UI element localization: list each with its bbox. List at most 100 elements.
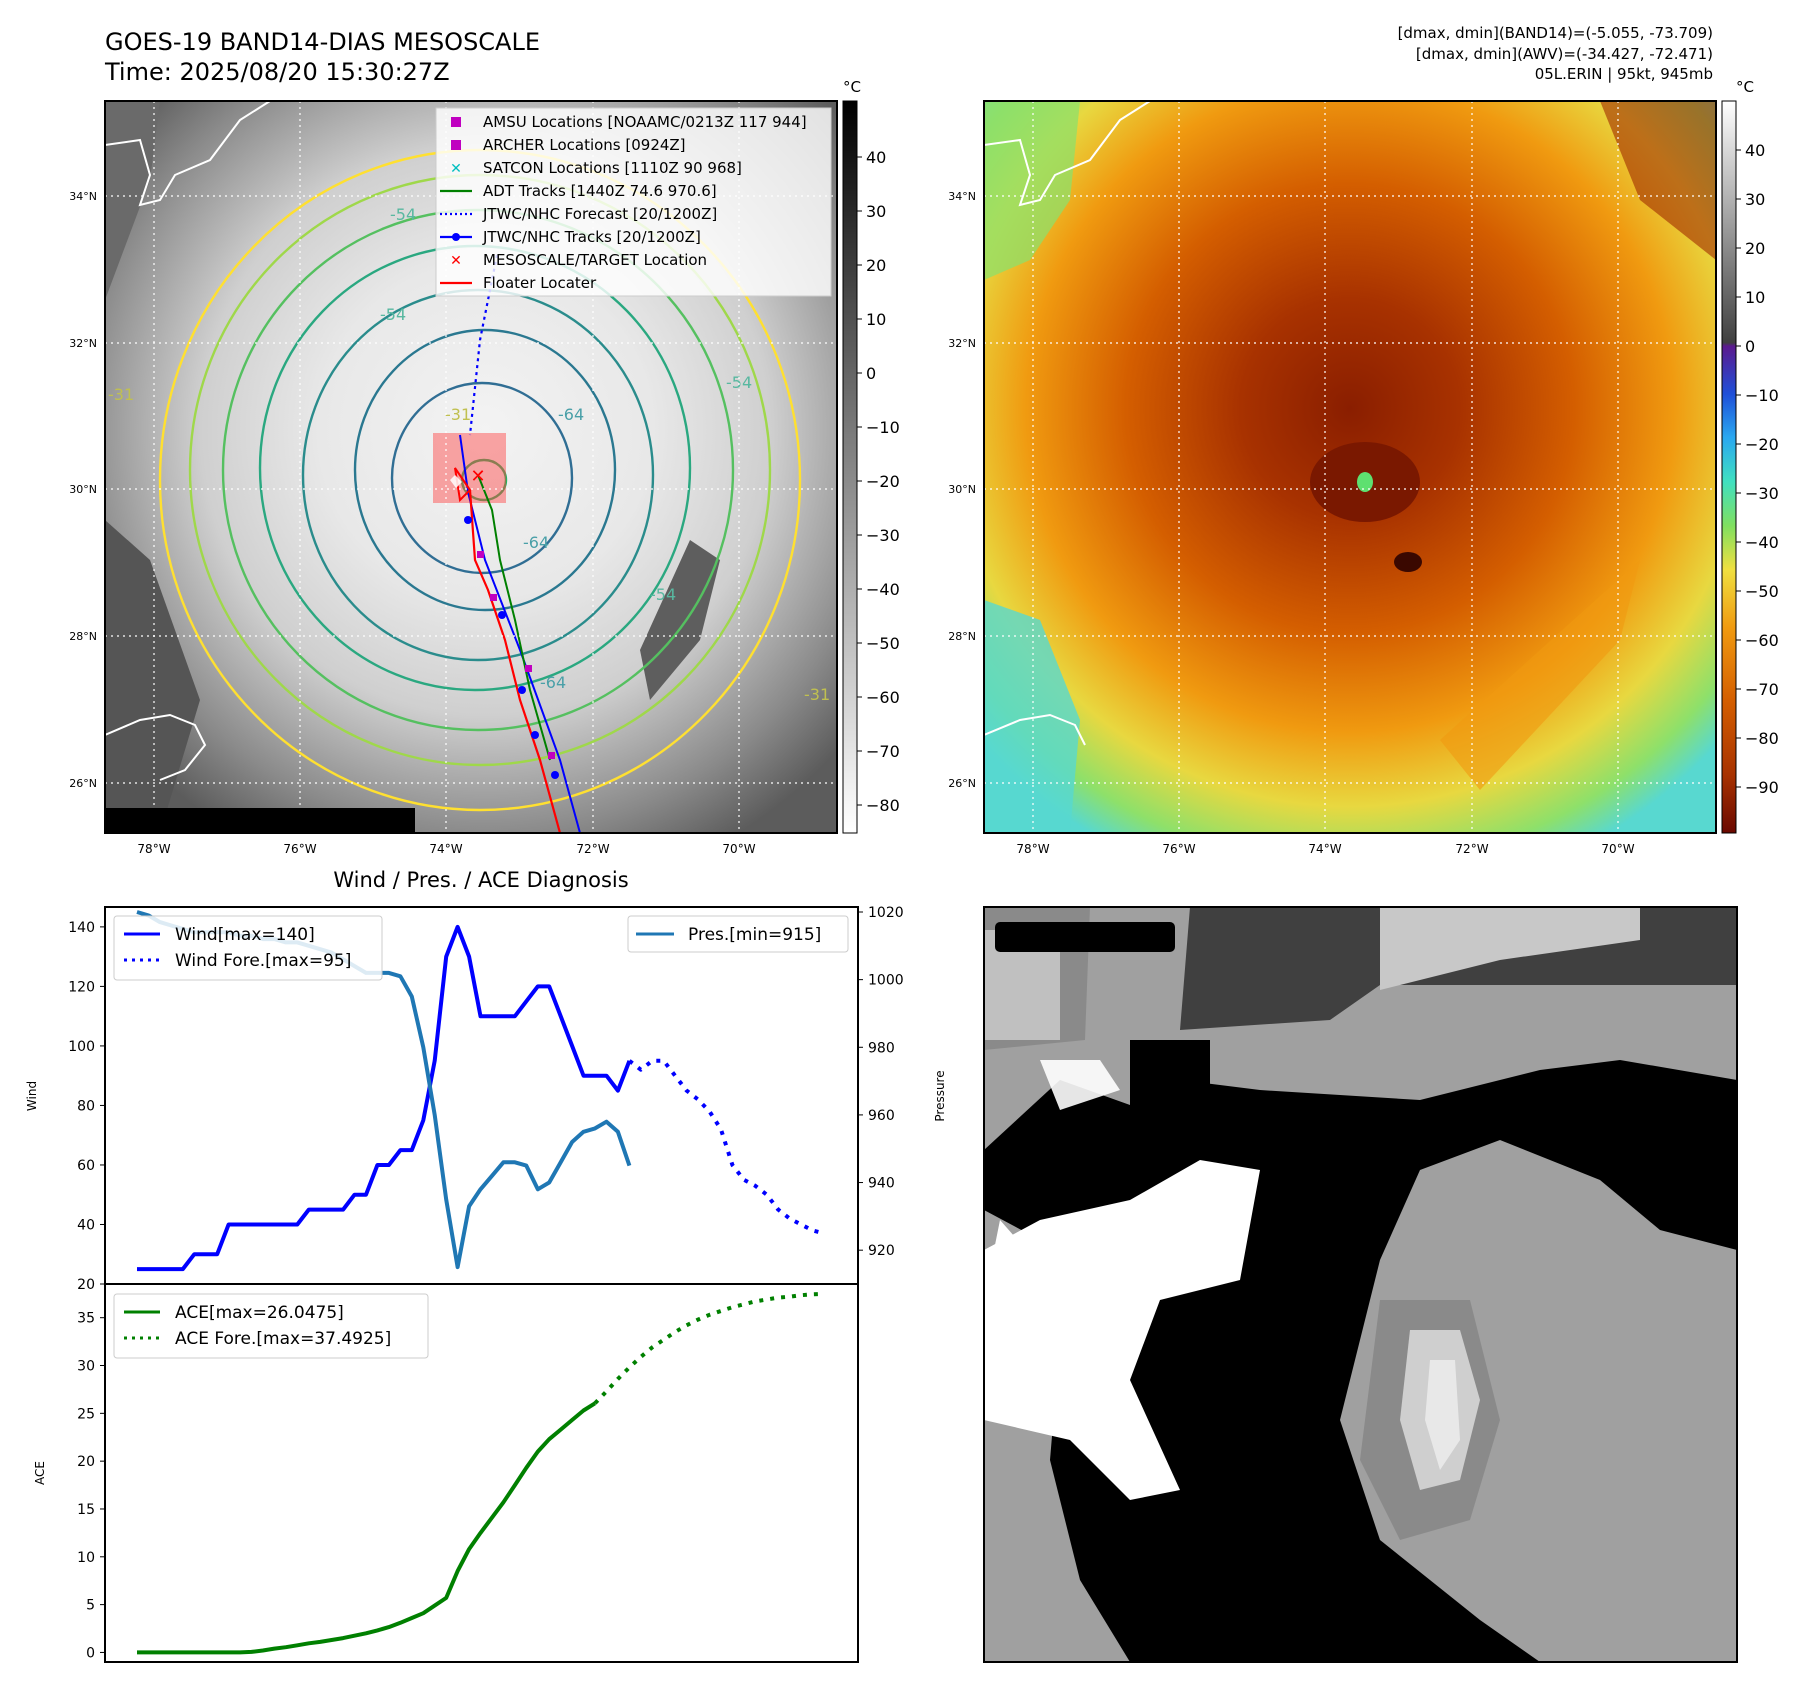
colorbar-tick-label: −50 bbox=[1745, 582, 1779, 601]
legend-wind-forecast: Wind Fore.[max=95] bbox=[175, 951, 351, 971]
lat-tick-label: 28°N bbox=[69, 630, 97, 643]
ace-axis-label: ACE bbox=[33, 1461, 47, 1485]
contour-label: -54 bbox=[390, 205, 416, 224]
wmg-pixel-map bbox=[984, 907, 1737, 1662]
y-tick-label: 20 bbox=[77, 1454, 95, 1470]
colorbar-tick-label: −10 bbox=[866, 418, 900, 437]
wmg-count-label: WMG Count: 0 bbox=[1003, 927, 1156, 949]
legend-label: ADT Tracks [1440Z 74.6 970.6] bbox=[483, 182, 717, 200]
colorbar-tick-label: −10 bbox=[1745, 386, 1779, 405]
contour-label: -31 bbox=[445, 405, 471, 424]
y-right-tick-label: 980 bbox=[868, 1040, 895, 1056]
left-colorbar-ticks: 40 30 20 10 0 −10 −20 −30 −40 −50 −60 −70 −80 bbox=[857, 148, 900, 815]
y-tick-label: 30 bbox=[77, 1359, 95, 1375]
colorbar-tick-label: −80 bbox=[1745, 729, 1779, 748]
lat-tick-label: 32°N bbox=[69, 337, 97, 350]
lon-tick-labels: 78°W 76°W 74°W 72°W 70°W bbox=[1016, 842, 1634, 856]
title-line2: Time: 2025/08/20 15:30:27Z bbox=[104, 58, 450, 86]
y-tick-label: 80 bbox=[77, 1098, 95, 1114]
y-tick-label: 15 bbox=[77, 1502, 95, 1518]
lon-tick-label: 78°W bbox=[137, 842, 170, 856]
y-right-tick-label: 1020 bbox=[868, 905, 904, 921]
pressure-legend: Pres.[min=915] bbox=[627, 915, 849, 953]
stats-line3: 05L.ERIN | 95kt, 945mb bbox=[1535, 65, 1713, 83]
wind-axis-label: Wind bbox=[25, 1081, 39, 1111]
colorbar-tick-label: −70 bbox=[1745, 680, 1779, 699]
lon-tick-label: 74°W bbox=[429, 842, 462, 856]
right-colorbar-unit: °C bbox=[1736, 78, 1754, 96]
lon-tick-label: 78°W bbox=[1016, 842, 1049, 856]
stats-line2: [dmax, dmin](AWV)=(-34.427, -72.471) bbox=[1416, 45, 1713, 63]
map-legend: AMSU Locations [NOAAMC/0213Z 117 944] ARC… bbox=[435, 107, 832, 297]
legend-marker-x: ✕ bbox=[450, 161, 462, 177]
right-map-grid bbox=[984, 101, 1716, 833]
colorbar-tick-label: 10 bbox=[866, 310, 886, 329]
ace-legend: ACE[max=26.0475] ACE Fore.[max=37.4925] bbox=[113, 1293, 429, 1359]
colorbar-tick-label: −80 bbox=[866, 796, 900, 815]
colorbar-tick-label: −60 bbox=[1745, 631, 1779, 650]
colorbar-tick-label: 20 bbox=[1745, 239, 1765, 258]
ace-chart-frame bbox=[104, 1283, 859, 1663]
colorbar-tick-label: −90 bbox=[1745, 778, 1779, 797]
lat-tick-labels: 34°N 32°N 30°N 28°N 26°N bbox=[948, 190, 976, 790]
lat-tick-label: 30°N bbox=[948, 483, 976, 496]
left-colorbar bbox=[842, 100, 858, 834]
lon-tick-label: 76°W bbox=[283, 842, 316, 856]
right-colorbar bbox=[1721, 100, 1737, 834]
y-right-tick-label: 1000 bbox=[868, 973, 904, 989]
colorbar-tick-label: −40 bbox=[866, 580, 900, 599]
y-tick-label: 20 bbox=[77, 1277, 95, 1293]
copyright-label: Copyright © 2020-2025 Dapiya bbox=[110, 811, 389, 830]
y-right-tick-label: 940 bbox=[868, 1176, 895, 1192]
lon-tick-label: 72°W bbox=[1455, 842, 1488, 856]
lat-tick-label: 28°N bbox=[948, 630, 976, 643]
y-right-tick-label: 920 bbox=[868, 1243, 895, 1259]
lat-tick-label: 26°N bbox=[69, 777, 97, 790]
legend-label: AMSU Locations [NOAAMC/0213Z 117 944] bbox=[483, 113, 807, 131]
legend-label: JTWC/NHC Tracks [20/1200Z] bbox=[482, 228, 701, 246]
y-tick-label: 40 bbox=[77, 1217, 95, 1233]
lat-tick-label: 34°N bbox=[69, 190, 97, 203]
contour-label: -64 bbox=[558, 405, 584, 424]
legend-wind: Wind[max=140] bbox=[175, 925, 315, 945]
lat-tick-label: 32°N bbox=[948, 337, 976, 350]
colorbar-tick-label: 30 bbox=[866, 202, 886, 221]
legend-marker-square bbox=[451, 140, 461, 150]
legend-label: JTWC/NHC Forecast [20/1200Z] bbox=[482, 205, 717, 223]
stats-line1: [dmax, dmin](BAND14)=(-5.055, -73.709) bbox=[1398, 24, 1713, 42]
contour-label: -54 bbox=[650, 585, 676, 604]
legend-marker-square bbox=[451, 117, 461, 127]
lon-tick-label: 72°W bbox=[576, 842, 609, 856]
lon-tick-labels: 78°W 76°W 74°W 72°W 70°W bbox=[137, 842, 755, 856]
contour-label: -54 bbox=[380, 305, 406, 324]
colorbar-tick-label: −60 bbox=[866, 688, 900, 707]
y-tick-label: 5 bbox=[86, 1598, 95, 1614]
colorbar-tick-label: 0 bbox=[866, 364, 876, 383]
diagnosis-chart-title: Wind / Pres. / ACE Diagnosis bbox=[333, 868, 628, 892]
colorbar-tick-label: −30 bbox=[1745, 484, 1779, 503]
lon-tick-label: 70°W bbox=[1601, 842, 1634, 856]
colorbar-tick-label: −50 bbox=[866, 634, 900, 653]
pressure-axis-label: Pressure bbox=[933, 1070, 947, 1121]
legend-label: Floater Locater bbox=[483, 274, 597, 292]
legend-marker-x: ✕ bbox=[450, 253, 462, 269]
colorbar-tick-label: −20 bbox=[866, 472, 900, 491]
series-line-1 bbox=[628, 1058, 825, 1236]
ace-chart: 0 5 10 15 20 25 30 35 bbox=[77, 1291, 825, 1661]
wmg-frame bbox=[983, 906, 1738, 1663]
left-colorbar-unit: °C bbox=[843, 78, 861, 96]
y-tick-label: 60 bbox=[77, 1158, 95, 1174]
title-line1: GOES-19 BAND14-DIAS MESOSCALE bbox=[105, 28, 540, 56]
lat-tick-labels: 34°N 32°N 30°N 28°N 26°N bbox=[69, 190, 97, 790]
legend-label: SATCON Locations [1110Z 90 968] bbox=[483, 159, 742, 177]
contour-label: -64 bbox=[523, 533, 549, 552]
right-colorbar-ticks: 40 30 20 10 0 −10 −20 −30 −40 −50 −60 −70 −80 −90 bbox=[1736, 141, 1779, 797]
colorbar-tick-label: −40 bbox=[1745, 533, 1779, 552]
colorbar-tick-label: −70 bbox=[866, 742, 900, 761]
lon-tick-label: 76°W bbox=[1162, 842, 1195, 856]
y-tick-label: 100 bbox=[68, 1039, 95, 1055]
left-map-frame bbox=[104, 100, 838, 834]
series-line-0 bbox=[137, 924, 632, 1272]
right-map-frame bbox=[983, 100, 1717, 834]
